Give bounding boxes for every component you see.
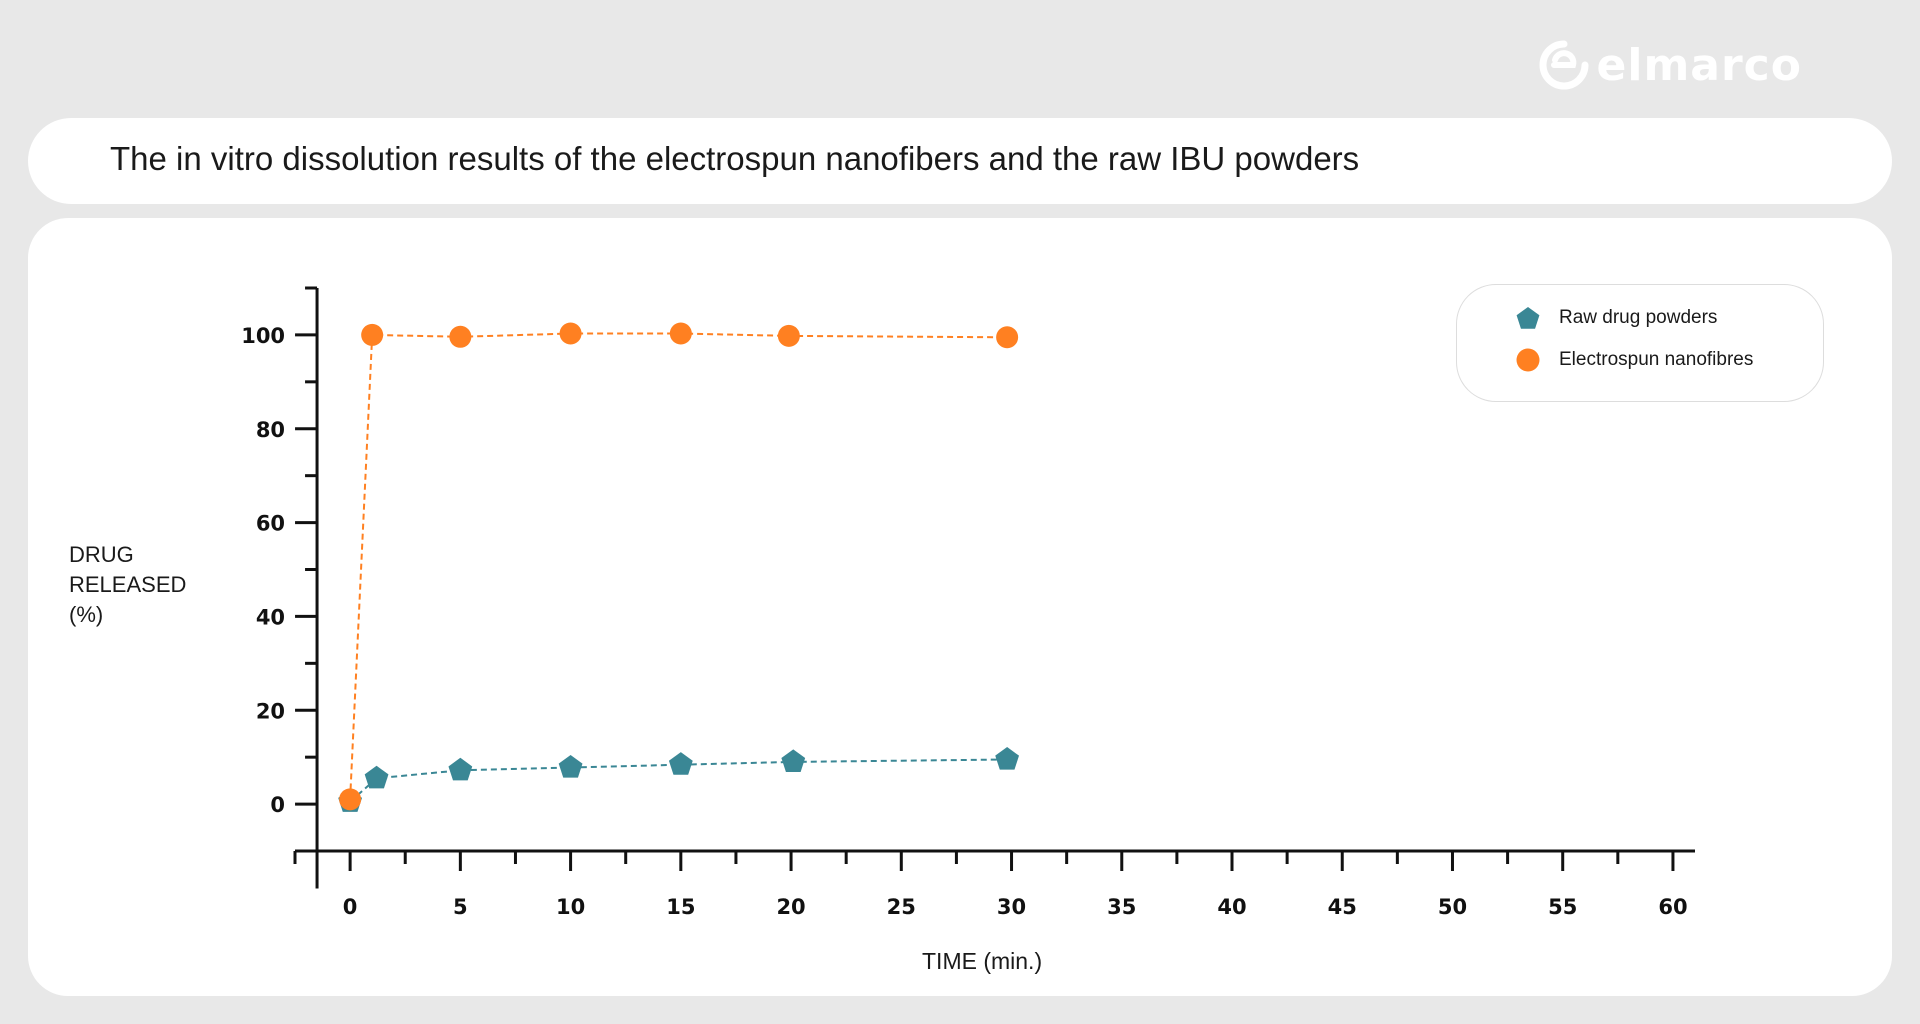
page-title: The in vitro dissolution results of the … <box>110 140 1360 177</box>
dissolution-chart: 0 5 10 15 20 25 30 35 40 45 50 55 60 0 20 40 60 80 100 <box>241 286 1695 919</box>
data-point-raw-1 <box>364 765 389 789</box>
brand-logo-text: elmarco <box>1596 39 1802 91</box>
x-tick-label: 50 <box>1438 895 1467 919</box>
data-point-electrospun-2 <box>449 325 472 348</box>
y-tick-label: 60 <box>256 512 285 536</box>
x-tick-label: 30 <box>997 895 1026 919</box>
x-tick-label: 45 <box>1328 895 1357 919</box>
x-tick-label: 55 <box>1548 895 1577 919</box>
x-tick-label: 40 <box>1217 895 1246 919</box>
data-point-electrospun-5 <box>777 324 800 347</box>
data-point-raw-5 <box>781 749 806 772</box>
y-axis-label-line: RELEASED <box>69 572 187 597</box>
data-point-raw-2 <box>448 757 473 781</box>
x-tick-label: 25 <box>887 895 916 919</box>
pentagon-marker-icon <box>1516 307 1540 329</box>
y-tick-label: 0 <box>270 793 285 817</box>
data-point-electrospun-6 <box>996 326 1019 349</box>
x-tick-label: 20 <box>776 895 805 919</box>
data-point-raw-3 <box>558 754 583 778</box>
data-point-electrospun-1 <box>361 323 384 346</box>
x-tick-label: 35 <box>1107 895 1136 919</box>
legend-label-raw: Raw drug powders <box>1559 307 1718 328</box>
x-tick-label: 0 <box>343 895 358 919</box>
chart-card: DRUG RELEASED (%) 0 5 10 15 20 25 30 35 40 45 50 55… <box>28 218 1892 996</box>
x-tick-label: 5 <box>453 895 468 919</box>
legend-item-raw: Raw drug powders <box>1515 305 1717 331</box>
y-axis-label-line: (%) <box>69 602 104 627</box>
legend-label-electrospun: Electrospun nanofibres <box>1559 349 1754 370</box>
x-tick-label: 60 <box>1658 895 1687 919</box>
data-point-electrospun-3 <box>559 322 582 345</box>
y-axis-label-line: DRUG <box>69 542 134 567</box>
elmarco-logo-icon <box>1539 40 1589 90</box>
brand-logo: elmarco <box>1539 39 1802 91</box>
data-point-electrospun-4 <box>669 322 692 345</box>
y-tick-label: 40 <box>256 605 285 629</box>
y-tick-label: 100 <box>241 324 285 348</box>
chart-legend: Raw drug powders Electrospun nanofibres <box>1456 284 1824 402</box>
title-card: The in vitro dissolution results of the … <box>28 118 1892 204</box>
x-axis-label: TIME (min.) <box>922 948 1043 974</box>
series-line-1 <box>349 332 1008 800</box>
data-point-raw-4 <box>668 752 693 775</box>
y-tick-label: 80 <box>256 418 285 442</box>
x-tick-label: 10 <box>556 895 585 919</box>
x-tick-label: 15 <box>666 895 695 919</box>
y-tick-label: 20 <box>256 699 285 723</box>
legend-item-electrospun: Electrospun nanofibres <box>1515 347 1753 373</box>
data-point-electrospun-0 <box>339 788 362 811</box>
circle-marker-icon <box>1516 348 1540 372</box>
y-axis-label: DRUG RELEASED (%) <box>69 540 186 630</box>
data-point-raw-6 <box>995 747 1020 770</box>
